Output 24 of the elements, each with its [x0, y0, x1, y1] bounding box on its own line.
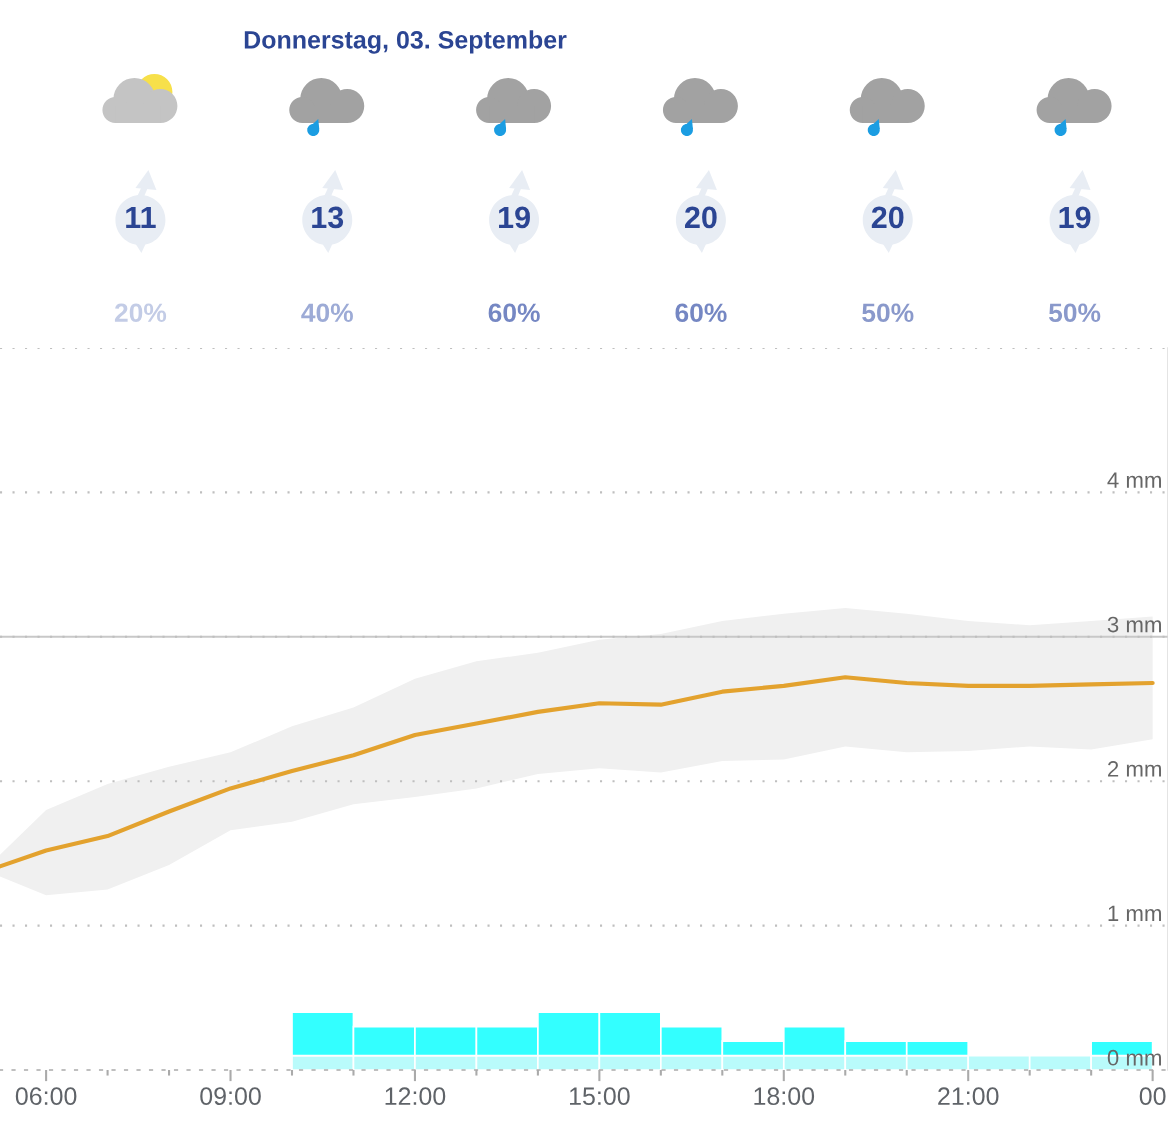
text: 60%: [675, 303, 727, 323]
text: 50%: [862, 303, 914, 323]
x-tick-label: 18:00: [754, 1087, 815, 1106]
y-tick-label: 3 mm: [1107, 616, 1161, 633]
text: 20%: [114, 303, 167, 323]
text: 19: [499, 206, 530, 229]
text: 11: [126, 206, 156, 228]
y-tick-label: 4 mm: [1107, 472, 1161, 488]
x-tick-label: 06:00: [15, 1087, 77, 1106]
text: Donnerstag, 03. September: [244, 30, 567, 54]
y-tick-label: 1 mm: [1108, 905, 1161, 921]
text: 40%: [301, 303, 353, 323]
x-tick-label: 09:00: [200, 1087, 261, 1106]
text: 20: [871, 206, 904, 229]
text: 20: [684, 206, 717, 229]
x-tick-label: 00: [1139, 1087, 1166, 1106]
x-tick-label: 12:00: [385, 1087, 446, 1106]
text: 60%: [488, 303, 540, 323]
text: 13: [312, 206, 344, 229]
x-tick-label: 15:00: [570, 1087, 630, 1106]
text: 19: [1059, 206, 1091, 229]
y-tick-label: 2 mm: [1108, 761, 1161, 777]
x-tick-label: 21:00: [938, 1087, 999, 1106]
text: 50%: [1048, 303, 1101, 323]
